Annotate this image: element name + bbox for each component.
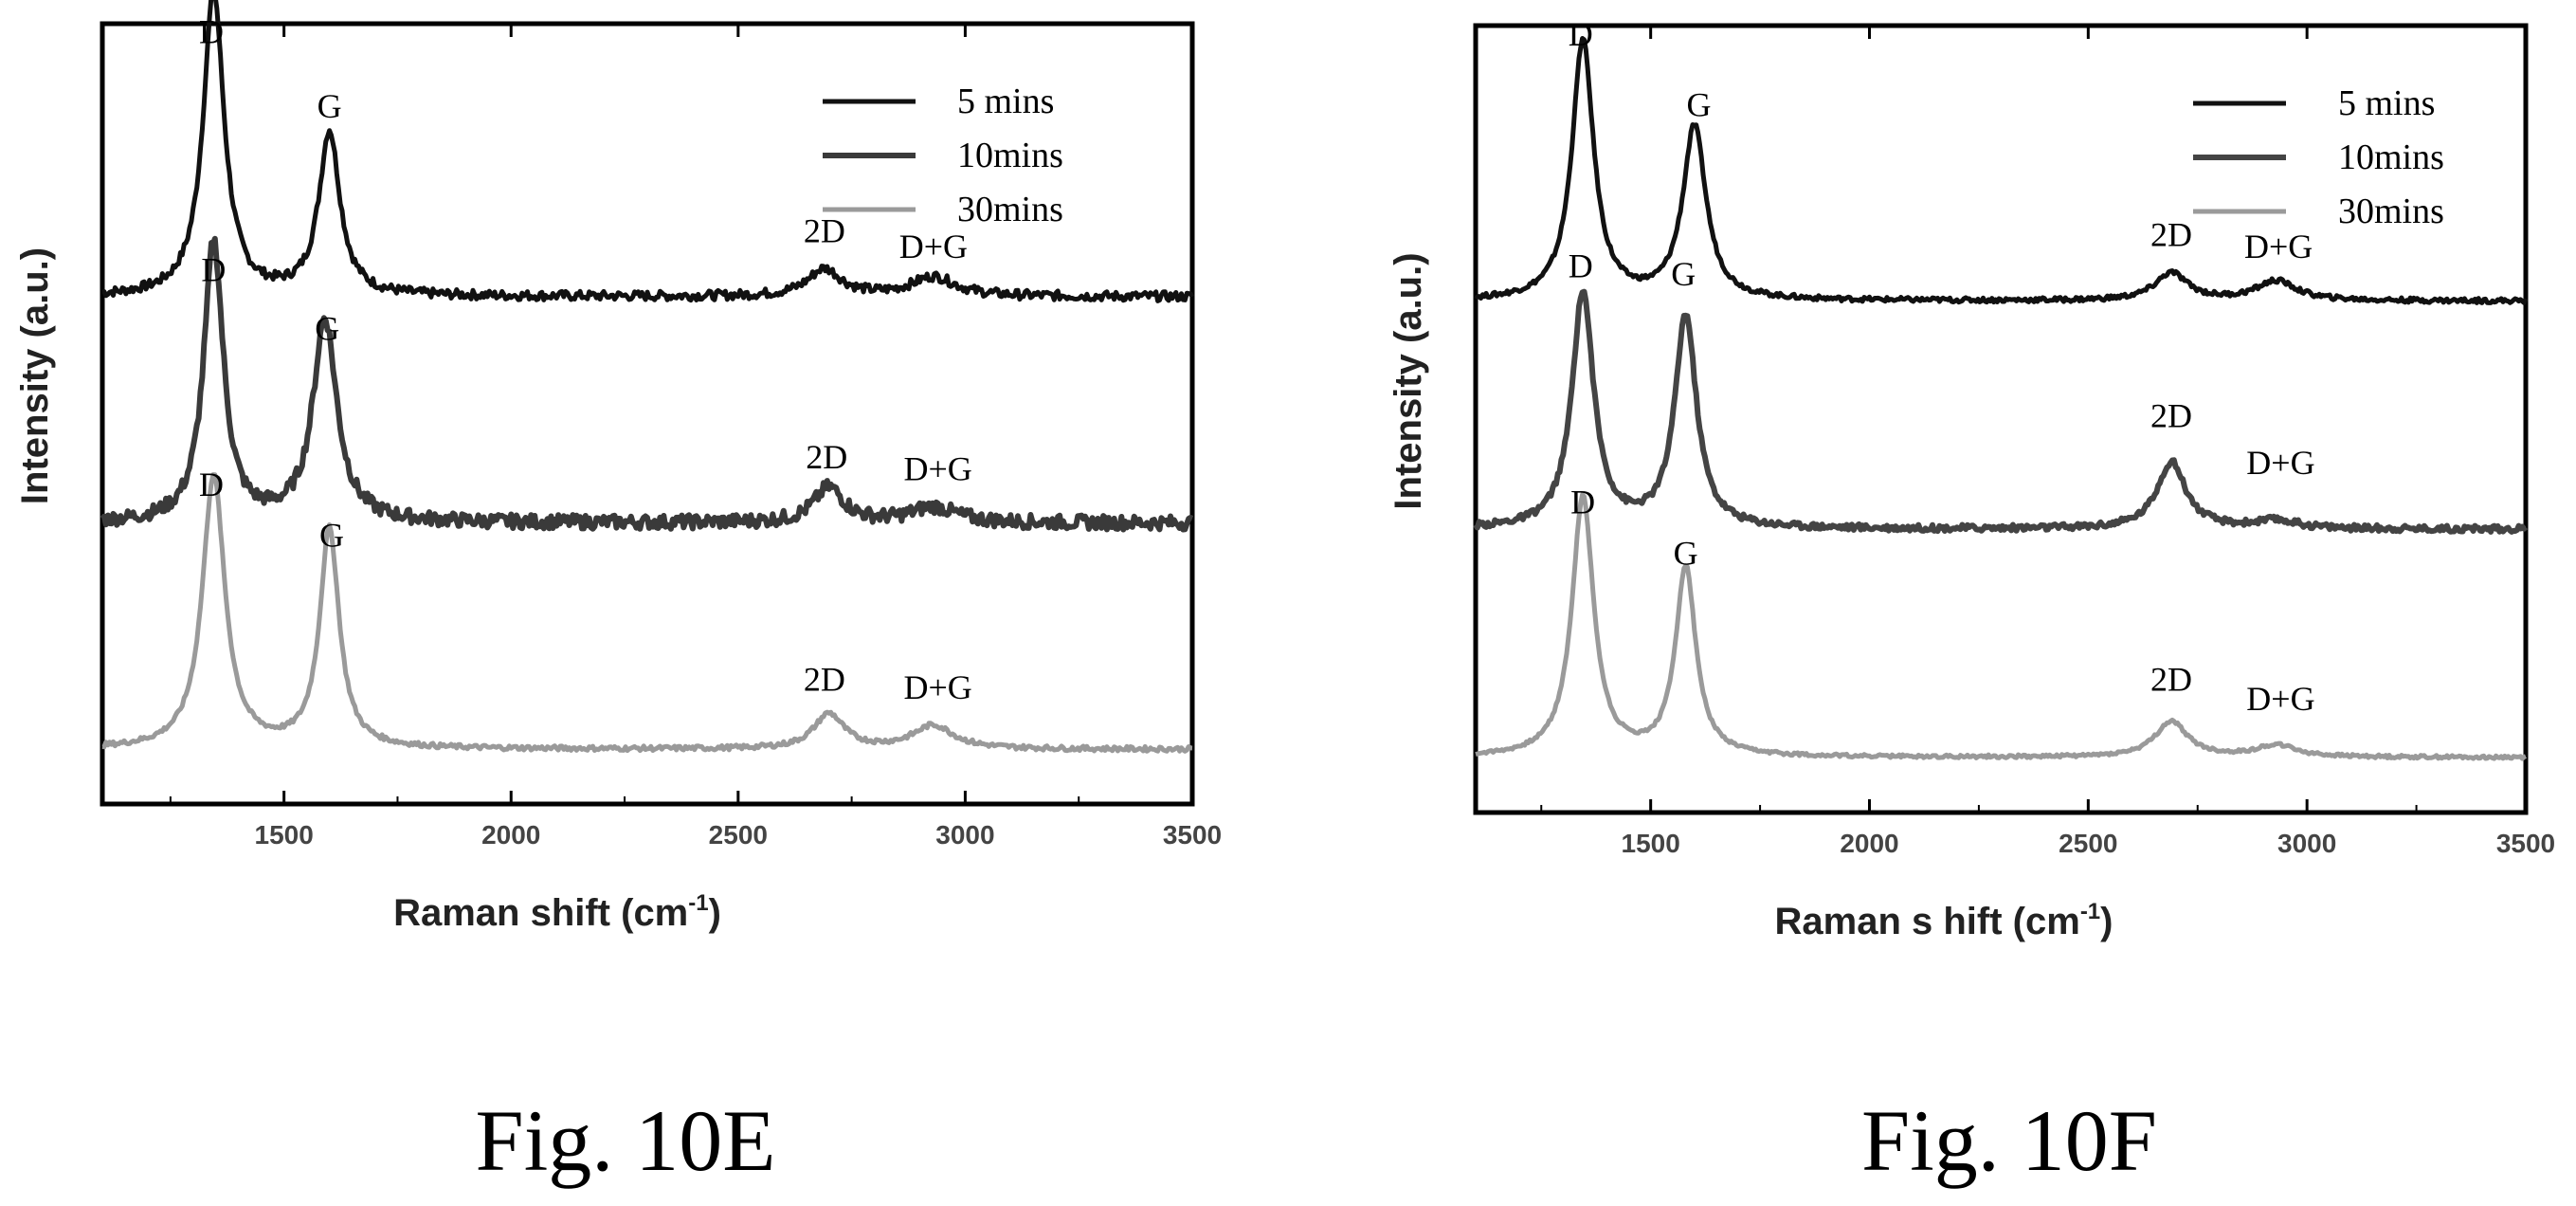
series-line-2 <box>100 235 1194 533</box>
legend-label: 10mins <box>957 136 1063 175</box>
peak-label: G <box>1686 85 1711 123</box>
legend-label: 5 mins <box>957 82 1054 121</box>
peak-label: D+G <box>904 449 972 487</box>
peak-label: 2D <box>2150 396 2192 434</box>
peak-label: D+G <box>899 228 968 265</box>
y-axis-title: Intensity (a.u.) <box>1388 252 1429 509</box>
peak-label: D <box>199 466 224 503</box>
chart-panel-e: 1500 2000 2500 3000 3500 Raman shift (cm-1) In… <box>0 0 1288 1043</box>
x-tick-label: 1500 <box>1622 829 1680 858</box>
peak-label: D <box>199 13 224 51</box>
x-tick-label: 2000 <box>481 820 540 850</box>
chart-svg-e: 1500 2000 2500 3000 3500 Raman shift (cm-1) In… <box>14 0 1222 934</box>
peak-label: G <box>315 309 339 347</box>
x-tick-label: 3500 <box>2496 829 2555 858</box>
legend-label: 30mins <box>957 190 1063 229</box>
peak-label: D <box>1569 247 1593 285</box>
x-tick-label: 2000 <box>1840 829 1898 858</box>
x-tick-label: 2500 <box>2059 829 2117 858</box>
series-line-3 <box>101 472 1193 754</box>
peak-label: 2D <box>804 211 845 249</box>
peak-label: 2D <box>806 438 847 476</box>
figure-caption-e: Fig. 10E <box>475 1092 776 1189</box>
peak-label: D+G <box>904 668 972 706</box>
peak-label: D <box>201 251 226 289</box>
series-line-2 <box>1473 288 2529 535</box>
peak-label: G <box>1674 535 1698 573</box>
plot-frame <box>100 21 1195 807</box>
x-tick-label: 3000 <box>935 820 994 850</box>
peak-label: G <box>319 516 344 554</box>
peak-label: G <box>1671 255 1696 293</box>
legend-label: 30mins <box>2338 192 2444 231</box>
series-line-1 <box>101 0 1195 303</box>
x-tick-label: 2500 <box>709 820 768 850</box>
x-tick-label: 1500 <box>255 820 314 850</box>
peak-label: 2D <box>804 661 845 699</box>
figure-caption-f: Fig. 10F <box>1861 1092 2157 1189</box>
chart-panel-f: 1500 2000 2500 3000 3500 Raman s hift (cm-1) I… <box>1288 0 2576 1043</box>
series-line-1 <box>1474 36 2529 305</box>
peak-label: 2D <box>2150 660 2192 698</box>
peak-label: D+G <box>2244 228 2313 265</box>
chart-svg-f: 1500 2000 2500 3000 3500 Raman s hift (cm-1) I… <box>1388 15 2555 942</box>
y-axis-title: Intensity (a.u.) <box>14 247 56 504</box>
peak-label: D+G <box>2246 444 2314 482</box>
x-tick-label: 3000 <box>2277 829 2336 858</box>
legend-label: 5 mins <box>2338 83 2435 123</box>
series-line-3 <box>1475 492 2528 761</box>
x-axis-title: Raman shift (cm-1) <box>393 890 721 934</box>
legend-label: 10mins <box>2338 137 2444 177</box>
plot-frame <box>1473 23 2529 815</box>
peak-label: G <box>317 87 342 125</box>
x-axis-title: Raman s hift (cm-1) <box>1775 899 2113 942</box>
x-tick-label: 3500 <box>1163 820 1222 850</box>
peak-label: D <box>1570 484 1595 521</box>
peak-label: D+G <box>2246 680 2314 718</box>
peak-label: D <box>1569 15 1593 53</box>
peak-label: 2D <box>2150 215 2192 253</box>
